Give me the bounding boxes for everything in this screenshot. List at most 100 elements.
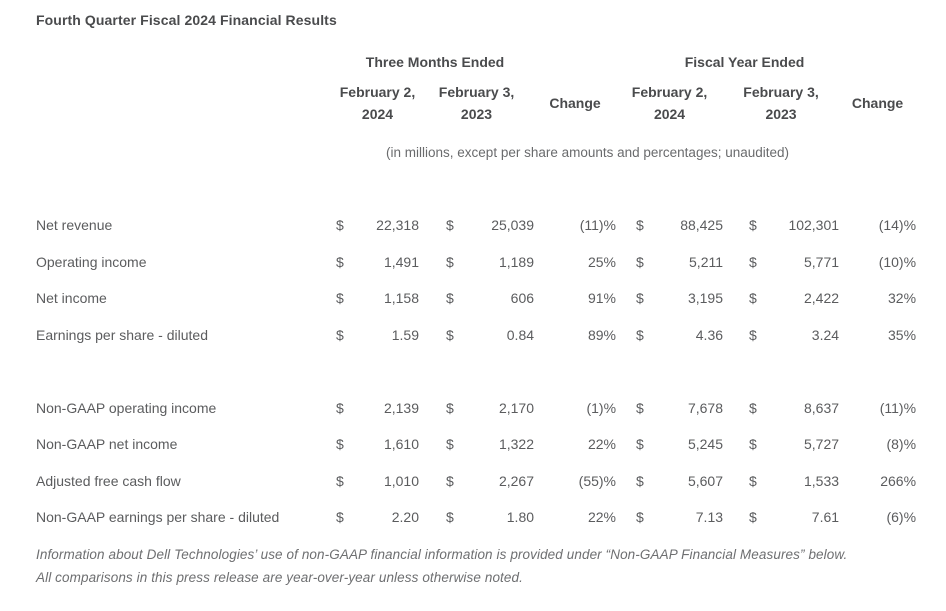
date-line: February 3, (438, 84, 515, 100)
empty-cell (36, 48, 336, 76)
fiscal-change-value: 32% (888, 290, 917, 307)
currency-symbol: $ (749, 253, 757, 270)
row-label: Non-GAAP net income (36, 436, 178, 453)
quarter-2024-value: 2.20 (391, 509, 419, 526)
currency-symbol: $ (749, 399, 757, 416)
row-label: Non-GAAP operating income (36, 399, 217, 416)
table-row: Non-GAAP net income $1,610 $1,322 22% $5,245… (36, 426, 916, 463)
fiscal-2023-value: 2,422 (804, 290, 840, 307)
fiscal-2024-value: 5,211 (689, 253, 724, 270)
fiscal-change-value: 35% (888, 326, 917, 343)
financial-results-table: Three Months Ended Fiscal Year Ended Feb… (36, 48, 916, 536)
currency-symbol: $ (336, 436, 344, 453)
currency-symbol: $ (446, 290, 454, 307)
table-row: Earnings per share - diluted $1.59 $0.84 89… (36, 317, 916, 354)
row-label: Net revenue (36, 217, 113, 234)
footnote-line-2: All comparisons in this press release ar… (36, 569, 523, 585)
currency-symbol: $ (336, 509, 344, 526)
date-line: 2024 (361, 106, 394, 122)
currency-symbol: $ (336, 217, 344, 234)
currency-symbol: $ (749, 436, 757, 453)
currency-symbol: $ (749, 326, 757, 343)
currency-symbol: $ (446, 472, 454, 489)
footnote: Information about Dell Technologies’ use… (36, 543, 946, 589)
currency-symbol: $ (446, 253, 454, 270)
empty-cell (36, 76, 336, 130)
currency-symbol: $ (636, 253, 644, 270)
period-group-header-row: Three Months Ended Fiscal Year Ended (36, 48, 916, 76)
quarter-2023-value: 2,267 (498, 472, 535, 489)
footnote-line-1: Information about Dell Technologies’ use… (36, 546, 848, 562)
date-line: 2023 (460, 106, 493, 122)
currency-symbol: $ (749, 509, 757, 526)
table-row: Non-GAAP operating income $2,139 $2,170 (1)… (36, 390, 916, 427)
fiscal-2024-value: 5,245 (687, 436, 724, 453)
quarter-2024-value: 1,491 (383, 253, 419, 270)
spacer-row (36, 353, 916, 390)
date-line: February 2, (631, 84, 708, 100)
currency-symbol: $ (749, 290, 757, 307)
fiscal-change-value: 266% (880, 472, 917, 489)
quarter-2024-value: 1,010 (383, 472, 419, 489)
currency-symbol: $ (336, 326, 344, 343)
quarter-2023-value: 1,322 (498, 436, 535, 453)
quarter-2023-value: 2,170 (498, 399, 535, 416)
date-column-header-row: February 2, 2024 February 3, 2023 Change F… (36, 76, 916, 130)
currency-symbol: $ (636, 217, 644, 234)
currency-symbol: $ (636, 472, 644, 489)
table-row: Net income $1,158 $606 91% $3,195 $2,422 32% (36, 280, 916, 317)
empty-cell (839, 130, 916, 175)
quarter-2023-value: 1.80 (506, 509, 535, 526)
table-row: Non-GAAP earnings per share - diluted $2.… (36, 499, 916, 536)
currency-symbol: $ (446, 399, 454, 416)
date-line: February 3, (743, 84, 819, 100)
row-label: Non-GAAP earnings per share - diluted (36, 509, 280, 526)
table-row: Net revenue $22,318 $25,039 (11)% $88,425 $10… (36, 207, 916, 244)
date-line: 2024 (653, 106, 686, 122)
row-label: Operating income (36, 253, 147, 270)
quarter-change-value: 89% (587, 326, 617, 343)
quarter-2024-value: 2,139 (383, 399, 419, 416)
quarter-2023-value: 25,039 (491, 217, 535, 234)
currency-symbol: $ (636, 326, 644, 343)
fiscal-2023-value: 3.24 (811, 326, 840, 343)
quarter-change-value: 25% (587, 253, 617, 270)
currency-symbol: $ (636, 509, 644, 526)
fiscal-2024-value: 7,678 (687, 399, 724, 416)
currency-symbol: $ (336, 472, 344, 489)
fiscal-2024-value: 88,425 (680, 217, 724, 234)
table-row: Adjusted free cash flow $1,010 $2,267 (55)%… (36, 463, 916, 500)
col-header-fiscal-2023: February 3, 2023 (723, 76, 839, 130)
table-header: Three Months Ended Fiscal Year Ended Feb… (36, 48, 916, 175)
date-line: 2023 (765, 106, 797, 122)
fiscal-change-value: (8)% (886, 436, 917, 453)
fiscal-change-value: (14)% (878, 217, 917, 234)
quarter-2024-value: 1,158 (383, 290, 419, 307)
quarter-change-value: (55)% (578, 472, 617, 489)
fiscal-change-value: (6)% (886, 509, 917, 526)
fiscal-2024-value: 7.13 (695, 509, 724, 526)
quarter-2023-value: 606 (510, 290, 535, 307)
fiscal-2023-value: 8,637 (804, 399, 840, 416)
currency-symbol: $ (336, 399, 344, 416)
currency-symbol: $ (446, 509, 454, 526)
quarter-2024-value: 1,610 (383, 436, 419, 453)
fiscal-change-value: (11)% (879, 399, 917, 416)
currency-symbol: $ (636, 399, 644, 416)
empty-cell (36, 130, 336, 175)
fiscal-year-ended-header: Fiscal Year Ended (684, 54, 805, 70)
fiscal-2023-value: 5,727 (804, 436, 840, 453)
table-row: Operating income $1,491 $1,189 25% $5,211 $5,… (36, 244, 916, 281)
quarter-change-value: (1)% (586, 399, 617, 416)
quarter-2023-value: 0.84 (506, 326, 535, 343)
col-header-fiscal-2024: February 2, 2024 (616, 76, 723, 130)
empty-cell (36, 175, 336, 207)
fiscal-2023-value: 1,533 (804, 472, 840, 489)
currency-symbol: $ (446, 326, 454, 343)
units-note-row: (in millions, except per share amounts a… (36, 130, 916, 175)
quarter-2023-value: 1,189 (498, 253, 535, 270)
quarter-change-value: (11)% (579, 217, 617, 234)
quarter-change-value: 22% (587, 436, 617, 453)
col-header-quarter-2023: February 3, 2023 (419, 76, 534, 130)
col-header-fiscal-change: Change (851, 95, 904, 111)
